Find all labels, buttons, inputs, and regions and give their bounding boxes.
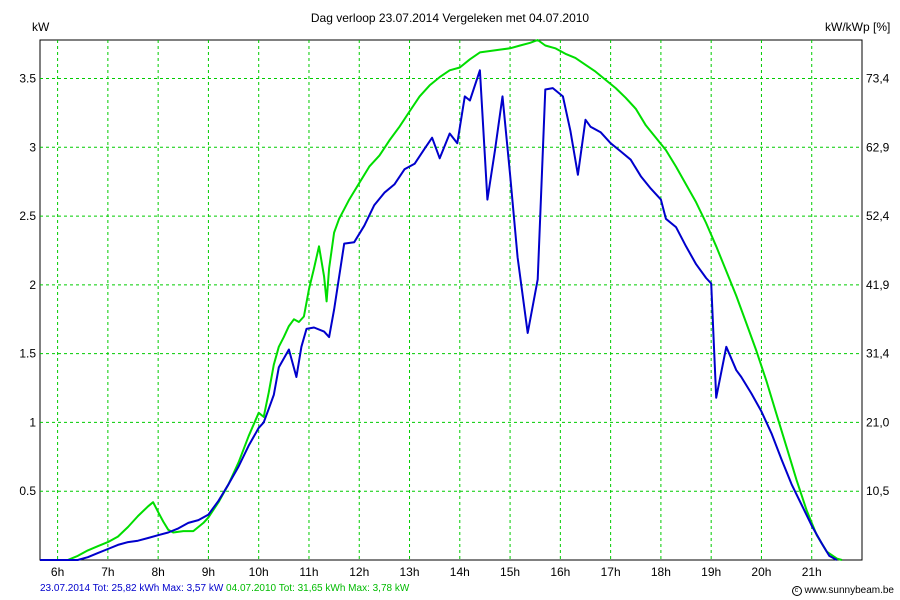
y-tick-label: 1: [29, 415, 36, 429]
brand-credit: c www.sunnybeam.be: [791, 585, 895, 596]
y2-tick-label: 62,9: [866, 140, 890, 154]
series-green-summary: 04.07.2010 Tot: 31,65 kWh Max: 3,78 kW: [226, 583, 410, 594]
y-tick-label: 2.5: [19, 209, 36, 223]
y2-tick-label: 73,4: [866, 72, 890, 86]
x-tick-label: 14h: [450, 565, 470, 579]
x-tick-label: 11h: [299, 565, 318, 579]
x-tick-label: 17h: [601, 565, 621, 579]
x-tick-label: 8h: [151, 565, 164, 579]
left-axis-unit: kW: [32, 20, 50, 34]
x-tick-label: 16h: [550, 565, 570, 579]
y2-tick-label: 10,5: [866, 484, 890, 498]
brand-text: www.sunnybeam.be: [804, 585, 895, 596]
x-tick-label: 19h: [701, 565, 721, 579]
y2-tick-label: 41,9: [866, 278, 890, 292]
y2-tick-label: 52,4: [866, 209, 890, 223]
y-tick-label: 3: [29, 140, 36, 154]
x-tick-label: 15h: [500, 565, 520, 579]
x-tick-label: 21h: [802, 565, 822, 579]
series-blue-summary: 23.07.2014 Tot: 25,82 kWh Max: 3,57 kW: [40, 583, 224, 594]
series-line-blue: [40, 69, 838, 561]
x-tick-label: 20h: [751, 565, 771, 579]
series-line-green: [40, 39, 843, 561]
x-tick-label: 7h: [101, 565, 114, 579]
y2-tick-label: 21,0: [866, 415, 890, 429]
y2-tick-label: 31,4: [866, 347, 890, 361]
x-tick-label: 13h: [400, 565, 420, 579]
copyright-icon: c: [791, 585, 802, 596]
x-tick-label: 6h: [51, 565, 64, 579]
plot-frame: [39, 39, 863, 561]
x-tick-label: 9h: [202, 565, 215, 579]
x-tick-label: 12h: [349, 565, 369, 579]
x-tick-label: 10h: [249, 565, 269, 579]
y-tick-label: 2: [29, 278, 36, 292]
chart-footer: 23.07.2014 Tot: 25,82 kWh Max: 3,57 kW 0…: [40, 583, 409, 594]
x-tick-label: 18h: [651, 565, 671, 579]
chart-title: Dag verloop 23.07.2014 Vergeleken met 04…: [310, 11, 590, 25]
y-tick-label: 1.5: [19, 347, 36, 361]
y-tick-label: 0.5: [19, 484, 36, 498]
right-axis-unit: kW/kWp [%]: [825, 20, 891, 34]
y-tick-label: 3.5: [19, 72, 36, 86]
